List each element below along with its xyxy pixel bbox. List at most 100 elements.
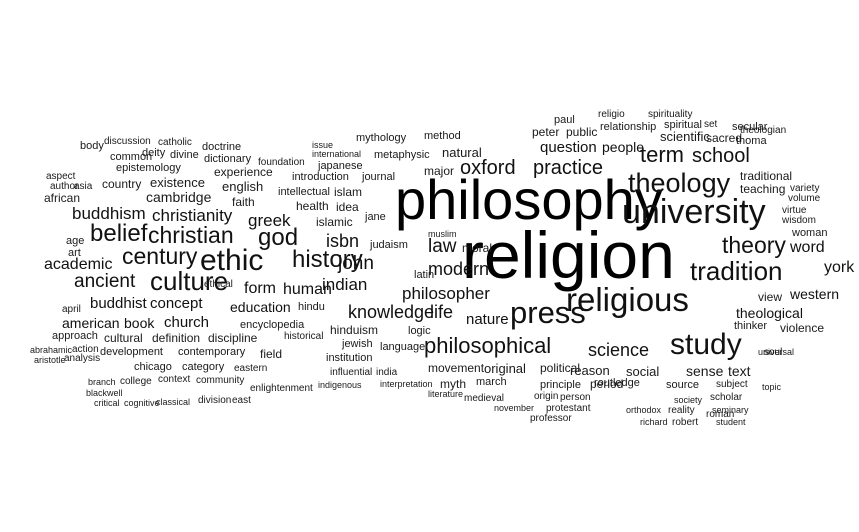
word-press: press — [510, 297, 586, 328]
word-theological: theological — [736, 306, 803, 320]
word-classical: classical — [156, 398, 190, 407]
word-country: country — [102, 178, 141, 190]
word-doctrine: doctrine — [202, 142, 241, 153]
word-indigenous: indigenous — [318, 381, 362, 390]
word-art: art — [68, 248, 81, 259]
word-philosopher: philosopher — [402, 285, 490, 302]
word-woman: woman — [792, 228, 827, 239]
word-march: march — [476, 377, 507, 388]
word-intellectual: intellectual — [278, 187, 330, 198]
word-cambridge: cambridge — [146, 190, 211, 204]
word-hinduism: hinduism — [330, 324, 378, 336]
word-ethical: ethical — [204, 280, 233, 290]
word-english: english — [222, 180, 263, 193]
word-spiritual: spiritual — [664, 120, 702, 131]
word-african: african — [44, 192, 80, 204]
word-human: human — [283, 282, 332, 298]
word-teaching: teaching — [740, 183, 785, 195]
word-logic: logic — [408, 326, 431, 337]
word-paul: paul — [554, 115, 575, 126]
word-development: development — [100, 347, 163, 358]
word-approach: approach — [52, 331, 98, 342]
word-law: law — [428, 237, 457, 256]
word-critical: critical — [94, 399, 120, 408]
word-form: form — [244, 281, 276, 297]
word-sense: sense — [686, 364, 723, 378]
word-enlightenment: enlightenment — [250, 384, 313, 394]
word-context: context — [158, 375, 190, 385]
word-discussion: discussion — [104, 137, 151, 147]
word-york: york — [824, 260, 854, 276]
word-moral: moral — [462, 242, 492, 254]
word-topic: topic — [762, 383, 781, 392]
word-term: term — [640, 144, 684, 166]
word-east: east — [232, 396, 251, 406]
word-branch: branch — [88, 378, 116, 387]
word-november: november — [494, 404, 534, 413]
word-tradition: tradition — [690, 258, 783, 284]
word-interpretation: interpretation — [380, 380, 433, 389]
word-faith: faith — [232, 196, 255, 208]
word-asia: asia — [74, 182, 92, 192]
word-century: century — [122, 245, 197, 268]
word-student: student — [716, 418, 746, 427]
word-school: school — [692, 146, 750, 166]
word-wisdom: wisdom — [782, 216, 816, 226]
word-american: american — [62, 316, 120, 330]
word-ancient: ancient — [74, 272, 135, 291]
word-university: university — [622, 195, 766, 229]
word-professor: professor — [530, 414, 572, 424]
word-division: division — [198, 396, 231, 406]
word-historical: historical — [284, 332, 323, 342]
word-college: college — [120, 377, 152, 387]
word-principle: principle — [540, 380, 581, 391]
word-institution: institution — [326, 353, 372, 364]
word-blackwell: blackwell — [86, 389, 123, 398]
word-orthodox: orthodox — [626, 406, 661, 415]
word-idea: idea — [336, 201, 359, 213]
word-subject: subject — [716, 380, 748, 390]
word-origin: origin — [534, 392, 558, 402]
word-action: action — [72, 345, 99, 355]
word-source: source — [666, 380, 699, 391]
word-judaism: judaism — [370, 240, 408, 251]
word-islam: islam — [334, 186, 362, 198]
word-deity: deity — [142, 148, 165, 159]
word-question: question — [540, 140, 597, 155]
word-health: health — [296, 200, 329, 212]
word-definition: definition — [152, 332, 200, 344]
word-age: age — [66, 236, 84, 247]
word-original: original — [484, 362, 526, 375]
word-journal: journal — [362, 172, 395, 183]
word-dictionary: dictionary — [204, 154, 251, 165]
word-seminary: seminary — [712, 406, 749, 415]
word-spirituality: spirituality — [648, 110, 692, 120]
word-nature: nature — [466, 312, 509, 327]
word-traditional: traditional — [740, 170, 792, 182]
word-encyclopedia: encyclopedia — [240, 320, 304, 331]
word-chicago: chicago — [134, 362, 172, 373]
word-theology: theology — [628, 170, 730, 197]
word-literature: literature — [428, 390, 463, 399]
word-virtue: virtue — [782, 206, 806, 216]
word-life: life — [430, 303, 453, 321]
word-set: set — [704, 120, 717, 130]
word-person: person — [560, 393, 591, 403]
word-practice: practice — [533, 158, 603, 178]
word-catholic: catholic — [158, 138, 192, 148]
word-isbn: isbn — [326, 232, 359, 250]
word-reality: reality — [668, 406, 695, 416]
word-influential: influential — [330, 368, 372, 378]
word-john: john — [338, 254, 374, 273]
word-modern: modern — [428, 260, 489, 278]
word-jane: jane — [365, 212, 386, 223]
word-scientific: scientific — [660, 130, 710, 143]
word-christianity: christianity — [152, 207, 232, 224]
word-people: people — [602, 140, 644, 154]
word-category: category — [182, 362, 224, 373]
word-richard: richard — [640, 418, 668, 427]
word-divine: divine — [170, 150, 199, 161]
word-jewish: jewish — [342, 339, 373, 350]
word-academic: academic — [44, 257, 112, 273]
word-relationship: relationship — [600, 122, 656, 133]
